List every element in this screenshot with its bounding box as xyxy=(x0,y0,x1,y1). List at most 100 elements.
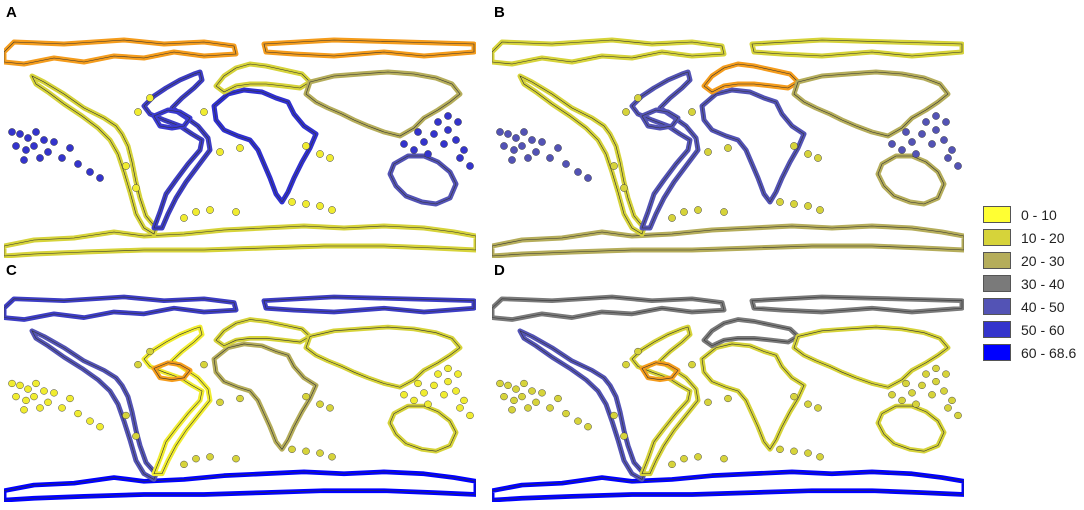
island-point xyxy=(520,379,528,388)
island-point xyxy=(954,411,962,420)
island-point xyxy=(622,108,630,116)
island-point xyxy=(504,381,512,389)
island-point xyxy=(316,202,324,210)
island-point xyxy=(32,379,40,388)
island-point xyxy=(20,156,28,164)
island-point xyxy=(206,206,214,214)
island-point xyxy=(814,404,822,412)
island-point xyxy=(410,396,418,405)
island-point xyxy=(444,126,452,134)
island-point xyxy=(724,144,732,152)
island-point xyxy=(620,432,628,440)
island-point xyxy=(804,202,812,210)
island-point xyxy=(8,128,16,136)
island-point xyxy=(236,394,244,403)
island-point xyxy=(622,361,630,369)
island-point xyxy=(912,400,920,408)
island-point xyxy=(452,387,460,395)
coastline-antarctic xyxy=(4,469,476,502)
island-point xyxy=(302,393,310,401)
island-point xyxy=(694,453,702,461)
island-point xyxy=(454,118,462,126)
island-point xyxy=(302,142,310,150)
island-point xyxy=(146,347,154,356)
coastline-edge xyxy=(4,39,475,65)
island-point xyxy=(192,455,200,463)
island-point xyxy=(30,142,38,150)
island-point xyxy=(20,406,28,414)
island-point xyxy=(74,409,82,418)
legend-swatch xyxy=(983,344,1011,361)
island-point xyxy=(634,94,642,102)
island-point xyxy=(24,385,32,393)
island-point xyxy=(32,128,40,136)
coastline-americas-w xyxy=(517,73,647,237)
island-point xyxy=(790,200,798,208)
island-point xyxy=(44,148,52,156)
island-point xyxy=(510,146,518,154)
island-point xyxy=(180,460,188,468)
coastline-edge xyxy=(519,330,645,480)
island-point xyxy=(440,391,448,399)
island-point xyxy=(456,404,464,412)
island-point xyxy=(216,398,224,406)
coastline-edge xyxy=(492,471,964,501)
island-point xyxy=(454,370,462,378)
coastline-edge xyxy=(31,330,157,480)
island-point xyxy=(574,417,582,425)
island-point xyxy=(908,138,916,146)
coastline-americas-w xyxy=(29,73,159,237)
legend-label: 60 - 68.6 xyxy=(1021,345,1077,361)
coastline-australia xyxy=(387,153,459,207)
island-point xyxy=(954,162,962,170)
island-point xyxy=(922,370,930,378)
coastline-australia xyxy=(875,153,947,207)
island-point xyxy=(440,140,448,148)
island-point xyxy=(720,208,728,216)
island-point xyxy=(944,154,952,162)
island-point xyxy=(584,423,592,431)
island-point xyxy=(24,134,32,142)
coastline-edge xyxy=(641,362,679,380)
coastline-antarctic xyxy=(4,223,476,258)
island-point xyxy=(538,138,546,146)
island-point xyxy=(610,162,618,170)
island-point xyxy=(66,144,74,152)
coastline-edge xyxy=(492,39,963,65)
island-point xyxy=(724,394,732,403)
island-point xyxy=(460,396,468,405)
island-point xyxy=(902,379,910,388)
coastline-americas-w xyxy=(517,328,647,482)
island-point xyxy=(16,381,24,389)
coastline-europe xyxy=(213,317,313,349)
island-point xyxy=(704,398,712,406)
island-point xyxy=(898,396,906,405)
coastline-asia xyxy=(303,69,463,139)
coastline-edge xyxy=(641,109,679,129)
island-point xyxy=(512,134,520,142)
island-point xyxy=(908,389,916,397)
coastline-edge xyxy=(389,155,457,205)
coastline-antarctic xyxy=(492,223,964,258)
island-point xyxy=(122,411,130,420)
island-point xyxy=(434,370,442,378)
island-point xyxy=(948,146,956,154)
island-point xyxy=(86,417,94,425)
island-point xyxy=(122,162,130,170)
coastline-edge xyxy=(631,71,699,229)
island-point xyxy=(928,391,936,399)
island-point xyxy=(414,128,422,136)
island-point xyxy=(944,404,952,412)
coastline-edge xyxy=(389,405,457,452)
coastline-americas-w xyxy=(29,328,159,482)
coastline-edge xyxy=(4,471,476,501)
panel-label-d: D xyxy=(494,262,505,279)
island-point xyxy=(200,361,208,369)
coastline-edge xyxy=(213,89,317,203)
island-point xyxy=(216,148,224,156)
island-point xyxy=(518,393,526,401)
coastline-edge xyxy=(701,89,805,203)
island-point xyxy=(804,150,812,158)
coastline-australia xyxy=(875,403,947,454)
island-point xyxy=(918,130,926,138)
